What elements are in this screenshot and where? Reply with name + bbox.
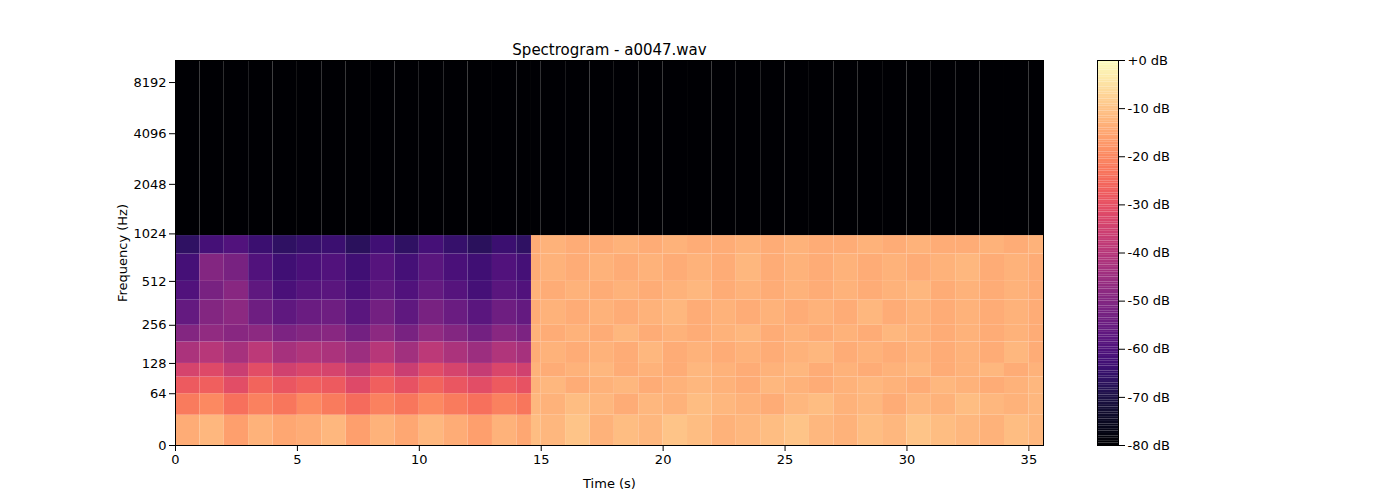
svg-text:-30 dB: -30 dB (1128, 197, 1171, 212)
svg-text:-20 dB: -20 dB (1128, 149, 1171, 164)
svg-text:-10 dB: -10 dB (1128, 101, 1171, 116)
svg-text:Frequency (Hz): Frequency (Hz) (115, 204, 130, 302)
svg-text:-70 dB: -70 dB (1128, 390, 1171, 405)
svg-text:25: 25 (777, 452, 794, 467)
svg-text:20: 20 (655, 452, 672, 467)
svg-text:0: 0 (158, 438, 166, 453)
svg-text:4096: 4096 (133, 126, 166, 141)
svg-text:-50 dB: -50 dB (1128, 293, 1171, 308)
svg-text:30: 30 (899, 452, 916, 467)
svg-text:2048: 2048 (133, 177, 166, 192)
svg-text:256: 256 (142, 317, 167, 332)
svg-text:Time (s): Time (s) (582, 476, 636, 491)
svg-text:+0 dB: +0 dB (1128, 53, 1168, 68)
svg-text:5: 5 (293, 452, 301, 467)
svg-text:35: 35 (1021, 452, 1038, 467)
svg-text:1024: 1024 (133, 226, 166, 241)
svg-text:64: 64 (150, 386, 167, 401)
svg-text:15: 15 (533, 452, 550, 467)
svg-text:-60 dB: -60 dB (1128, 341, 1171, 356)
svg-text:Spectrogram - a0047.wav: Spectrogram - a0047.wav (512, 41, 706, 59)
svg-text:-80 dB: -80 dB (1128, 438, 1171, 453)
svg-text:0: 0 (171, 452, 179, 467)
svg-text:8192: 8192 (133, 75, 166, 90)
svg-text:512: 512 (142, 274, 167, 289)
svg-text:-40 dB: -40 dB (1128, 245, 1171, 260)
svg-text:10: 10 (411, 452, 428, 467)
svg-text:128: 128 (142, 356, 167, 371)
